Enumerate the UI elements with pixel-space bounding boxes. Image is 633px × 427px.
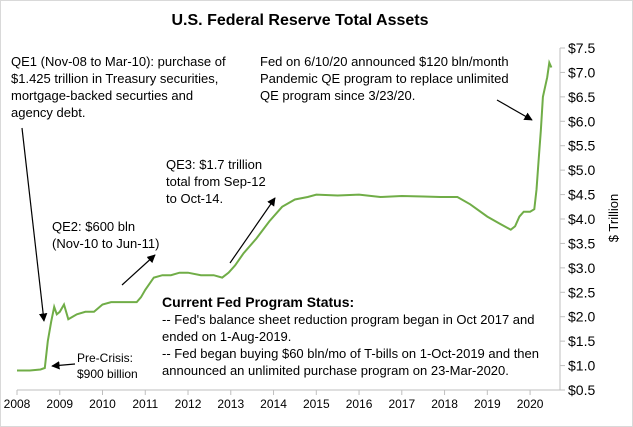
x-tick-label: 2010 (89, 397, 116, 411)
axes (16, 47, 565, 395)
qe2-annotation: QE2: $600 bln (Nov-10 to Jun-11) (52, 219, 160, 251)
chart-title: U.S. Federal Reserve Total Assets (172, 12, 429, 29)
fed-note-arrow (496, 99, 533, 121)
annotation-arrows (21, 99, 533, 370)
fed-note-annotation: Fed on 6/10/20 announced $120 bln/month … (260, 54, 509, 103)
y-tick-label: $3.5 (568, 235, 595, 251)
x-tick-label: 2016 (346, 397, 373, 411)
y-tick-label: $0.5 (568, 382, 595, 398)
qe1-arrow (21, 127, 48, 322)
x-tick-label: 2012 (175, 397, 202, 411)
y-tick-label: $1.5 (568, 333, 595, 349)
x-tick-label: 2014 (260, 397, 287, 411)
y-tick-label: $4.0 (568, 211, 595, 227)
x-tick-label: 2019 (474, 397, 501, 411)
y-tick-label: $7.5 (568, 40, 595, 56)
y-tick-label: $2.5 (568, 284, 595, 300)
qe3-arrow (229, 197, 276, 264)
y-tick-label: $6.0 (568, 113, 595, 129)
x-tick-label: 2018 (431, 397, 458, 411)
precrisis-arrow (51, 361, 76, 370)
qe2-arrow (121, 254, 156, 286)
x-tick-label: 2009 (46, 397, 73, 411)
qe3-annotation: QE3: $1.7 trillion total from Sep-12 to … (166, 157, 266, 206)
qe1-annotation: QE1 (Nov-08 to Mar-10): purchase of $1.4… (11, 54, 226, 120)
x-tick-label: 2020 (517, 397, 544, 411)
series-line (17, 59, 553, 372)
y-tick-label: $1.0 (568, 358, 595, 374)
y-axis-label: $ Trillion (606, 194, 621, 242)
y-tick-label: $5.0 (568, 162, 595, 178)
y-tick-label: $3.0 (568, 260, 595, 276)
y-tick-label: $7.0 (568, 64, 595, 80)
y-tick-label: $5.5 (568, 138, 595, 154)
y-tick-label: $2.0 (568, 309, 595, 325)
x-tick-label: 2013 (217, 397, 244, 411)
x-tick-label: 2011 (132, 397, 158, 411)
y-tick-label: $4.5 (568, 187, 595, 203)
status-line-2: -- Fed began buying $60 bln/mo of T-bill… (162, 346, 539, 378)
status-line-1: -- Fed's balance sheet reduction program… (162, 312, 535, 344)
x-tick-label: 2017 (388, 397, 415, 411)
x-tick-label: 2015 (303, 397, 330, 411)
tick-labels: 2008 2009 2010 2011 2012 2013 2014 2015 2016 2017… (4, 40, 596, 411)
y-tick-label: $6.5 (568, 89, 595, 105)
x-tick-label: 2008 (4, 397, 31, 411)
status-header: Current Fed Program Status: (162, 294, 355, 310)
status-box: Current Fed Program Status: -- Fed's bal… (162, 294, 562, 379)
precrisis-annotation: Pre-Crisis: $900 billion (77, 351, 138, 381)
